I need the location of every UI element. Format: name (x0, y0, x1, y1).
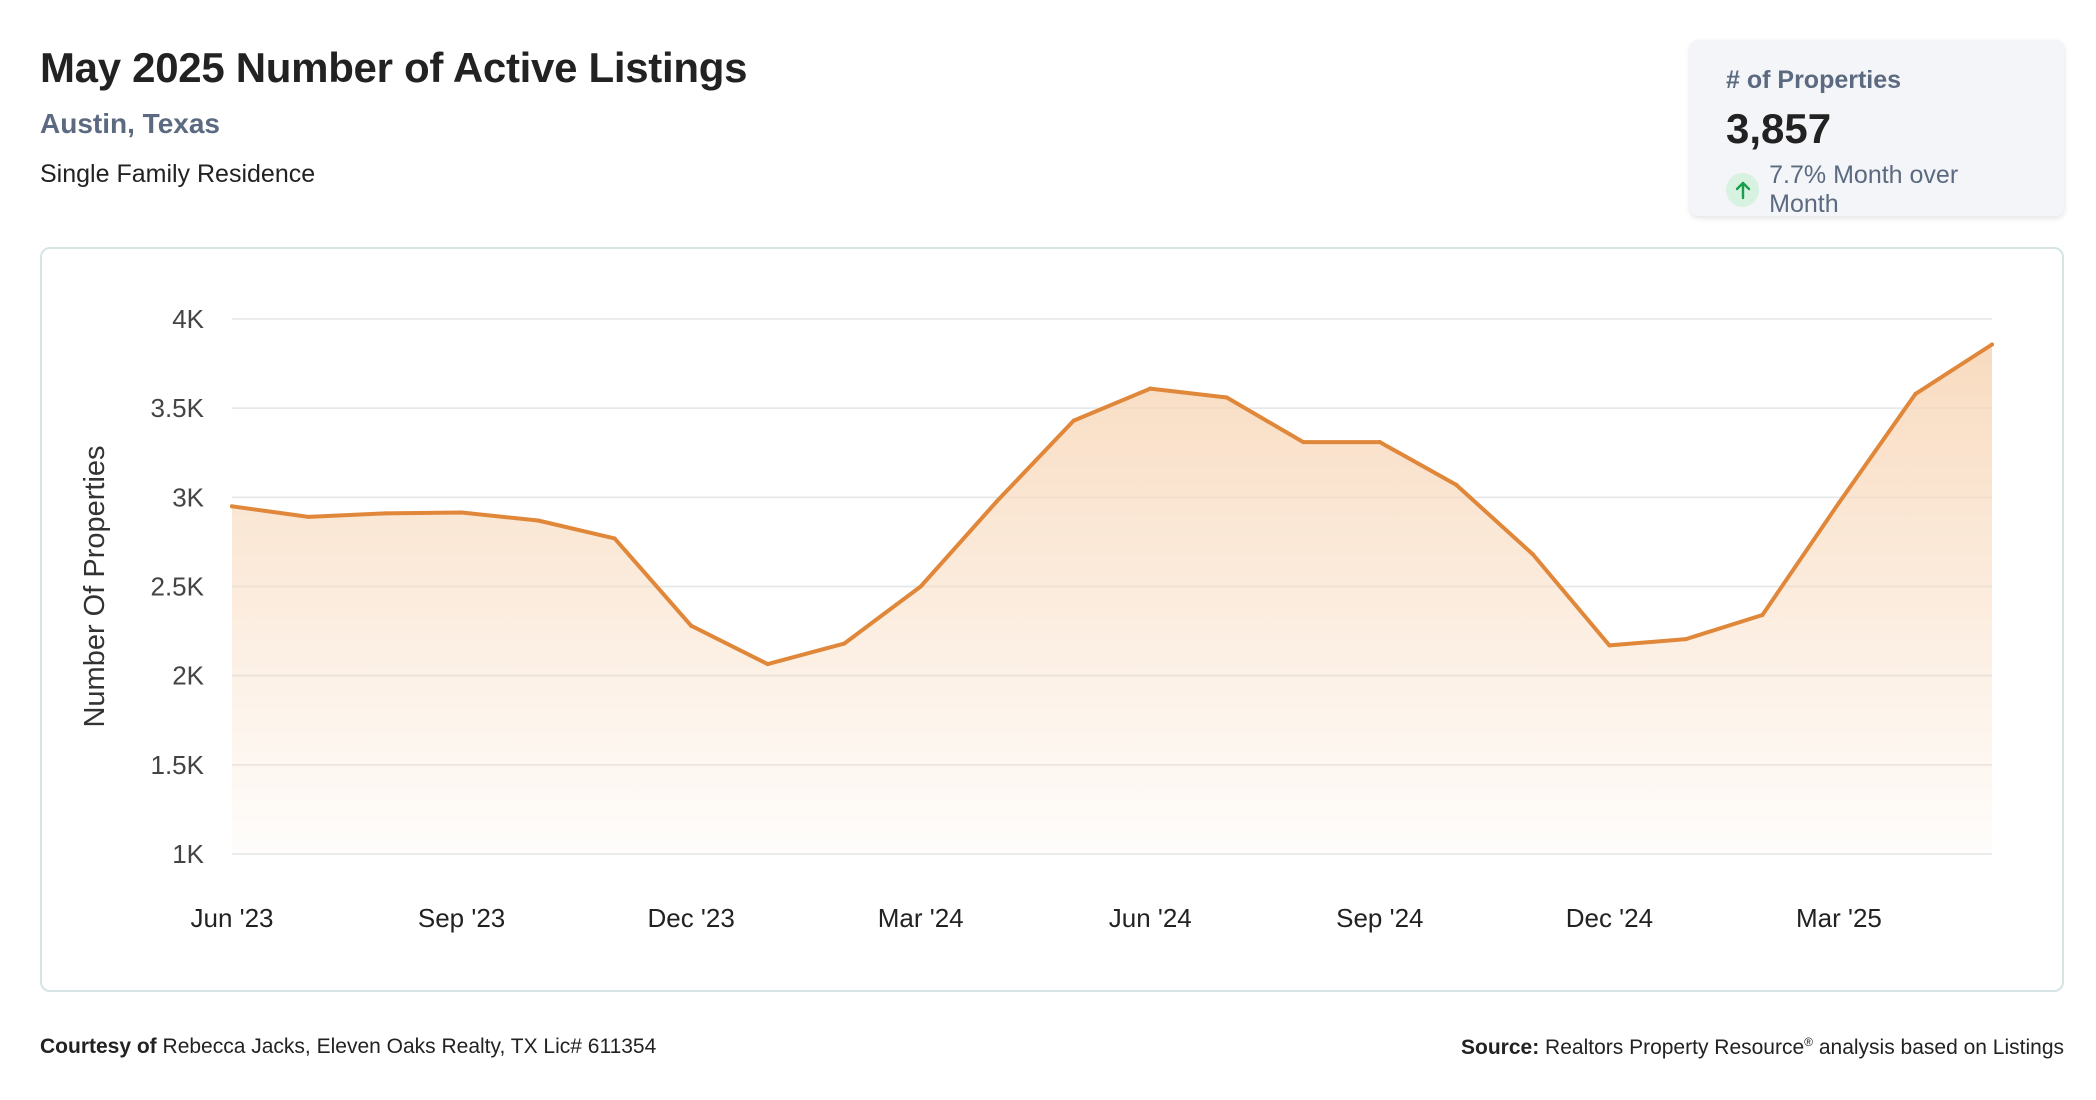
courtesy-label: Courtesy of (40, 1035, 157, 1058)
x-tick-label: Jun '24 (1109, 903, 1192, 933)
x-tick-label: Sep '23 (418, 903, 505, 933)
area-fill (232, 344, 1992, 854)
data-point (1224, 395, 1229, 400)
stat-value: 3,857 (1726, 105, 1832, 152)
data-point (765, 662, 770, 667)
data-point (1913, 391, 1918, 396)
series-line (230, 342, 1994, 667)
data-point (1148, 386, 1153, 391)
location-subtitle: Austin, Texas (40, 108, 220, 139)
data-point (995, 498, 1000, 503)
data-point (306, 514, 311, 519)
data-point (842, 641, 847, 646)
x-tick-label: Dec '24 (1566, 903, 1653, 933)
data-point (1071, 418, 1076, 423)
data-point (1607, 643, 1612, 648)
data-point (1760, 613, 1765, 618)
data-point (1990, 342, 1994, 347)
data-point (1301, 440, 1306, 445)
source-footer: Source: Realtors Property Resource® anal… (1461, 1035, 2064, 1060)
data-point (1530, 552, 1535, 557)
stat-label: # of Properties (1726, 66, 1902, 94)
y-axis-label: Number Of Properties (79, 445, 111, 727)
y-tick-label: 2.5K (151, 572, 205, 602)
x-tick-label: Mar '24 (878, 903, 964, 933)
data-point (918, 584, 923, 589)
courtesy-text: Rebecca Jacks, Eleven Oaks Realty, TX Li… (162, 1035, 657, 1058)
x-tick-label: Mar '25 (1796, 903, 1882, 933)
courtesy-footer: Courtesy of Rebecca Jacks, Eleven Oaks R… (40, 1035, 656, 1059)
x-tick-label: Sep '24 (1336, 903, 1423, 933)
up-arrow-icon (1726, 173, 1760, 207)
registered-mark: ® (1804, 1035, 1813, 1049)
data-point (459, 510, 464, 515)
data-point (1836, 500, 1841, 505)
data-point (612, 536, 617, 541)
data-point (536, 518, 541, 523)
y-tick-label: 3K (172, 482, 204, 512)
data-point (689, 623, 694, 628)
properties-stat-card: # of Properties 3,857 7.7% Month over Mo… (1690, 40, 2064, 219)
data-point (230, 504, 234, 509)
chart-frame: 1K 1.5K 2K 2.5K 3K 3.5K 4K Jun '23 Sep '23 Dec '… (40, 247, 2064, 992)
y-tick-label: 1K (172, 839, 204, 869)
source-name: Realtors Property Resource (1545, 1036, 1805, 1059)
y-tick-label: 4K (172, 304, 204, 334)
stat-change: 7.7% Month over Month (1726, 161, 2028, 219)
stat-change-text: 7.7% Month over Month (1769, 161, 1959, 218)
y-tick-label: 2K (172, 661, 204, 691)
source-text: analysis based on Listings (1818, 1036, 2064, 1059)
data-point (383, 511, 388, 516)
property-type-label: Single Family Residence (40, 160, 316, 188)
x-tick-label: Jun '23 (190, 903, 273, 933)
y-tick-label: 3.5K (151, 393, 205, 423)
active-listings-chart: 1K 1.5K 2K 2.5K 3K 3.5K 4K Jun '23 Sep '23 Dec '… (79, 304, 1994, 933)
data-point (1377, 440, 1382, 445)
y-tick-label: 1.5K (151, 750, 205, 780)
page-title: May 2025 Number of Active Listings (40, 44, 748, 91)
x-tick-label: Dec '23 (647, 903, 734, 933)
source-label: Source: (1461, 1036, 1540, 1059)
data-point (1683, 637, 1688, 642)
data-point (1454, 482, 1459, 487)
